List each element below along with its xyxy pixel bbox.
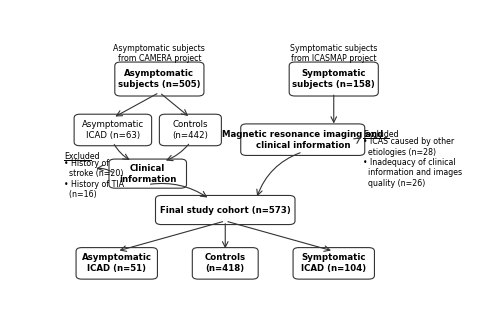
FancyBboxPatch shape bbox=[293, 248, 374, 279]
Text: Asymptomatic
subjects (n=505): Asymptomatic subjects (n=505) bbox=[118, 69, 200, 89]
FancyBboxPatch shape bbox=[109, 159, 186, 188]
FancyBboxPatch shape bbox=[160, 114, 222, 146]
Text: Symptomatic
subjects (n=158): Symptomatic subjects (n=158) bbox=[292, 69, 375, 89]
Text: Excluded: Excluded bbox=[64, 152, 100, 161]
Text: Controls
(n=442): Controls (n=442) bbox=[172, 120, 208, 140]
Text: Symptomatic
ICAD (n=104): Symptomatic ICAD (n=104) bbox=[301, 253, 366, 273]
FancyBboxPatch shape bbox=[192, 248, 258, 279]
Text: Excluded: Excluded bbox=[363, 130, 398, 139]
Text: Clinical
information: Clinical information bbox=[119, 163, 176, 184]
FancyBboxPatch shape bbox=[289, 62, 378, 96]
FancyBboxPatch shape bbox=[115, 62, 204, 96]
Text: Asymptomatic
ICAD (n=63): Asymptomatic ICAD (n=63) bbox=[82, 120, 144, 140]
Text: Controls
(n=418): Controls (n=418) bbox=[204, 253, 246, 273]
Text: Final study cohort (n=573): Final study cohort (n=573) bbox=[160, 205, 290, 215]
FancyBboxPatch shape bbox=[241, 124, 364, 155]
Text: Asymptomatic subjects
from CAMERA project: Asymptomatic subjects from CAMERA projec… bbox=[114, 44, 206, 63]
Text: Magnetic resonance imaging and
clinical information: Magnetic resonance imaging and clinical … bbox=[222, 129, 384, 150]
FancyBboxPatch shape bbox=[74, 114, 152, 146]
FancyBboxPatch shape bbox=[76, 248, 158, 279]
Text: Symptomatic subjects
from ICASMAP project: Symptomatic subjects from ICASMAP projec… bbox=[290, 44, 378, 63]
Text: Asymptomatic
ICAD (n=51): Asymptomatic ICAD (n=51) bbox=[82, 253, 152, 273]
FancyBboxPatch shape bbox=[156, 195, 295, 225]
Text: • History of
  stroke (n=20)
• History of TIA
  (n=16): • History of stroke (n=20) • History of … bbox=[64, 159, 124, 199]
Text: • ICAS caused by other
  etiologies (n=28)
• Inadequacy of clinical
  informatio: • ICAS caused by other etiologies (n=28)… bbox=[363, 137, 462, 188]
